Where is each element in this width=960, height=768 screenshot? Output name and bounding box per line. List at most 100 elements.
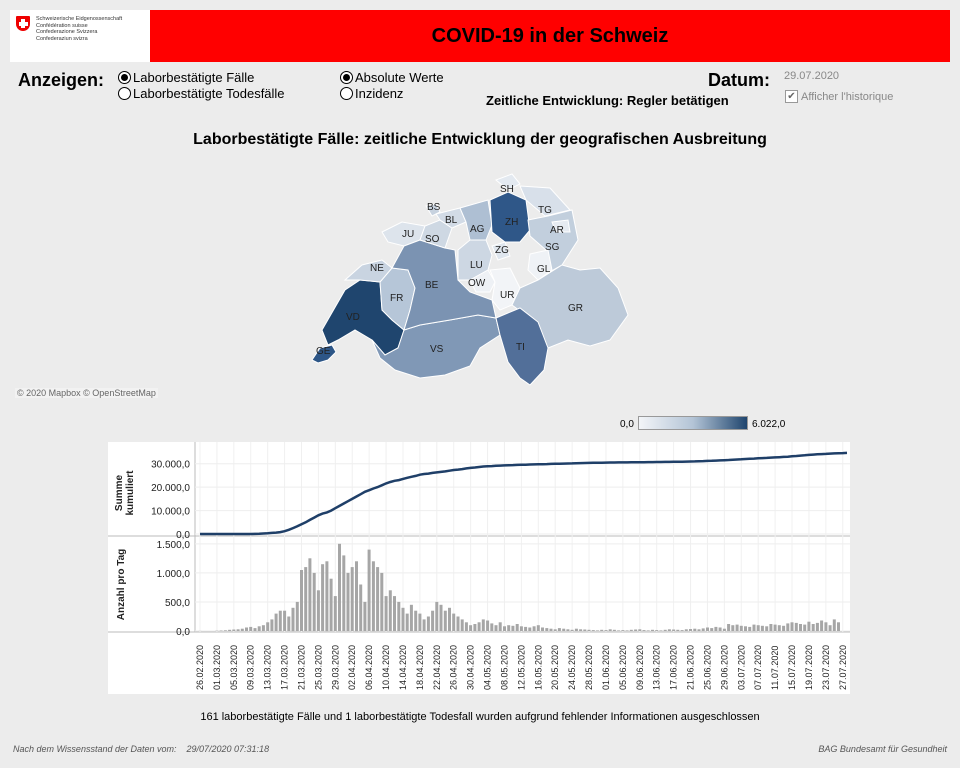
- daily-bar[interactable]: [363, 601, 367, 631]
- daily-bar[interactable]: [316, 590, 320, 631]
- daily-bar[interactable]: [587, 629, 591, 631]
- daily-bar[interactable]: [701, 628, 705, 631]
- daily-bar[interactable]: [727, 624, 731, 631]
- daily-bar[interactable]: [735, 624, 739, 631]
- daily-bar[interactable]: [600, 629, 604, 631]
- daily-bar[interactable]: [820, 620, 824, 632]
- daily-bar[interactable]: [714, 626, 718, 631]
- canton-ur[interactable]: [489, 267, 521, 311]
- daily-bar[interactable]: [786, 623, 790, 631]
- canton-sh[interactable]: [495, 173, 521, 191]
- daily-bar[interactable]: [245, 627, 248, 632]
- daily-bar[interactable]: [283, 610, 287, 631]
- daily-bar[interactable]: [464, 622, 468, 631]
- daily-bar[interactable]: [748, 626, 752, 631]
- daily-bar[interactable]: [325, 561, 329, 632]
- daily-bar[interactable]: [409, 604, 413, 631]
- daily-bar[interactable]: [422, 619, 426, 631]
- daily-bar[interactable]: [773, 624, 777, 631]
- daily-bar[interactable]: [270, 619, 274, 631]
- radio-option-cases[interactable]: Laborbestätigte Fälle: [118, 69, 285, 85]
- daily-bar[interactable]: [431, 610, 435, 631]
- daily-bar[interactable]: [384, 596, 388, 631]
- daily-bar[interactable]: [342, 555, 346, 631]
- radio-option-deaths[interactable]: Laborbestätigte Todesfälle: [118, 85, 285, 101]
- radio-option-incidence[interactable]: Inzidenz: [340, 85, 444, 101]
- daily-bar[interactable]: [494, 625, 498, 631]
- daily-bar[interactable]: [524, 626, 528, 631]
- daily-bar[interactable]: [473, 624, 477, 631]
- daily-bar[interactable]: [562, 628, 566, 631]
- daily-bar[interactable]: [651, 629, 654, 631]
- daily-bar[interactable]: [646, 630, 650, 631]
- daily-bar[interactable]: [832, 619, 836, 631]
- daily-bar[interactable]: [350, 567, 354, 631]
- daily-bar[interactable]: [490, 623, 494, 631]
- daily-bar[interactable]: [312, 572, 316, 631]
- canton-lu[interactable]: [457, 239, 493, 281]
- daily-bar[interactable]: [418, 613, 422, 631]
- daily-bar[interactable]: [828, 625, 832, 631]
- daily-bar[interactable]: [435, 601, 439, 631]
- daily-bar[interactable]: [769, 624, 773, 631]
- canton-zh[interactable]: [489, 191, 531, 243]
- daily-bar[interactable]: [697, 629, 701, 631]
- daily-bar[interactable]: [477, 622, 481, 631]
- canton-ti[interactable]: [495, 307, 549, 386]
- daily-bar[interactable]: [469, 625, 473, 631]
- daily-bar[interactable]: [355, 561, 358, 632]
- daily-bar[interactable]: [684, 629, 688, 631]
- daily-bar[interactable]: [815, 622, 819, 631]
- daily-bar[interactable]: [460, 619, 464, 631]
- daily-bar[interactable]: [731, 625, 735, 631]
- daily-bar[interactable]: [295, 601, 299, 631]
- daily-bar[interactable]: [481, 619, 485, 631]
- daily-bar[interactable]: [629, 629, 633, 631]
- daily-bar[interactable]: [617, 630, 621, 631]
- daily-bar[interactable]: [579, 629, 583, 631]
- daily-bar[interactable]: [515, 624, 519, 631]
- daily-bar[interactable]: [240, 628, 244, 631]
- radio-button-selected[interactable]: [340, 70, 353, 84]
- daily-bar[interactable]: [257, 626, 261, 631]
- daily-bar[interactable]: [266, 622, 270, 631]
- daily-bar[interactable]: [739, 625, 743, 631]
- daily-bar[interactable]: [380, 572, 384, 631]
- daily-bar[interactable]: [545, 628, 549, 631]
- daily-bar[interactable]: [329, 578, 333, 631]
- daily-bar[interactable]: [371, 561, 375, 632]
- daily-bar[interactable]: [837, 622, 840, 631]
- daily-bar[interactable]: [549, 628, 553, 631]
- canton-ar[interactable]: [551, 219, 571, 233]
- daily-bar[interactable]: [536, 625, 540, 631]
- daily-bar[interactable]: [532, 626, 536, 631]
- daily-bar[interactable]: [498, 622, 502, 631]
- daily-bar[interactable]: [393, 596, 396, 631]
- history-checkbox[interactable]: ✔: [785, 90, 798, 103]
- radio-option-absolute[interactable]: Absolute Werte: [340, 69, 444, 85]
- daily-bar[interactable]: [308, 558, 312, 631]
- daily-bar[interactable]: [722, 628, 726, 631]
- history-toggle[interactable]: ✔ Afficher l'historique: [785, 90, 893, 103]
- daily-bar[interactable]: [667, 629, 671, 631]
- daily-bar[interactable]: [744, 626, 747, 631]
- daily-bar[interactable]: [219, 630, 223, 632]
- daily-bar[interactable]: [359, 584, 363, 632]
- daily-bar[interactable]: [287, 616, 291, 632]
- daily-bar[interactable]: [448, 607, 451, 632]
- daily-bar[interactable]: [236, 629, 240, 631]
- daily-bar[interactable]: [228, 629, 232, 631]
- daily-bar[interactable]: [376, 567, 380, 631]
- daily-bar[interactable]: [718, 627, 722, 632]
- daily-bar[interactable]: [752, 624, 756, 631]
- cumulative-line[interactable]: [200, 451, 848, 536]
- daily-bar[interactable]: [693, 628, 697, 631]
- daily-bar[interactable]: [528, 627, 532, 632]
- daily-bar[interactable]: [608, 629, 612, 631]
- daily-bar[interactable]: [811, 624, 815, 631]
- daily-bar[interactable]: [794, 622, 798, 631]
- daily-bar[interactable]: [304, 567, 308, 631]
- daily-bar[interactable]: [680, 630, 684, 631]
- daily-bar[interactable]: [566, 629, 570, 631]
- canton-ow[interactable]: [469, 269, 496, 293]
